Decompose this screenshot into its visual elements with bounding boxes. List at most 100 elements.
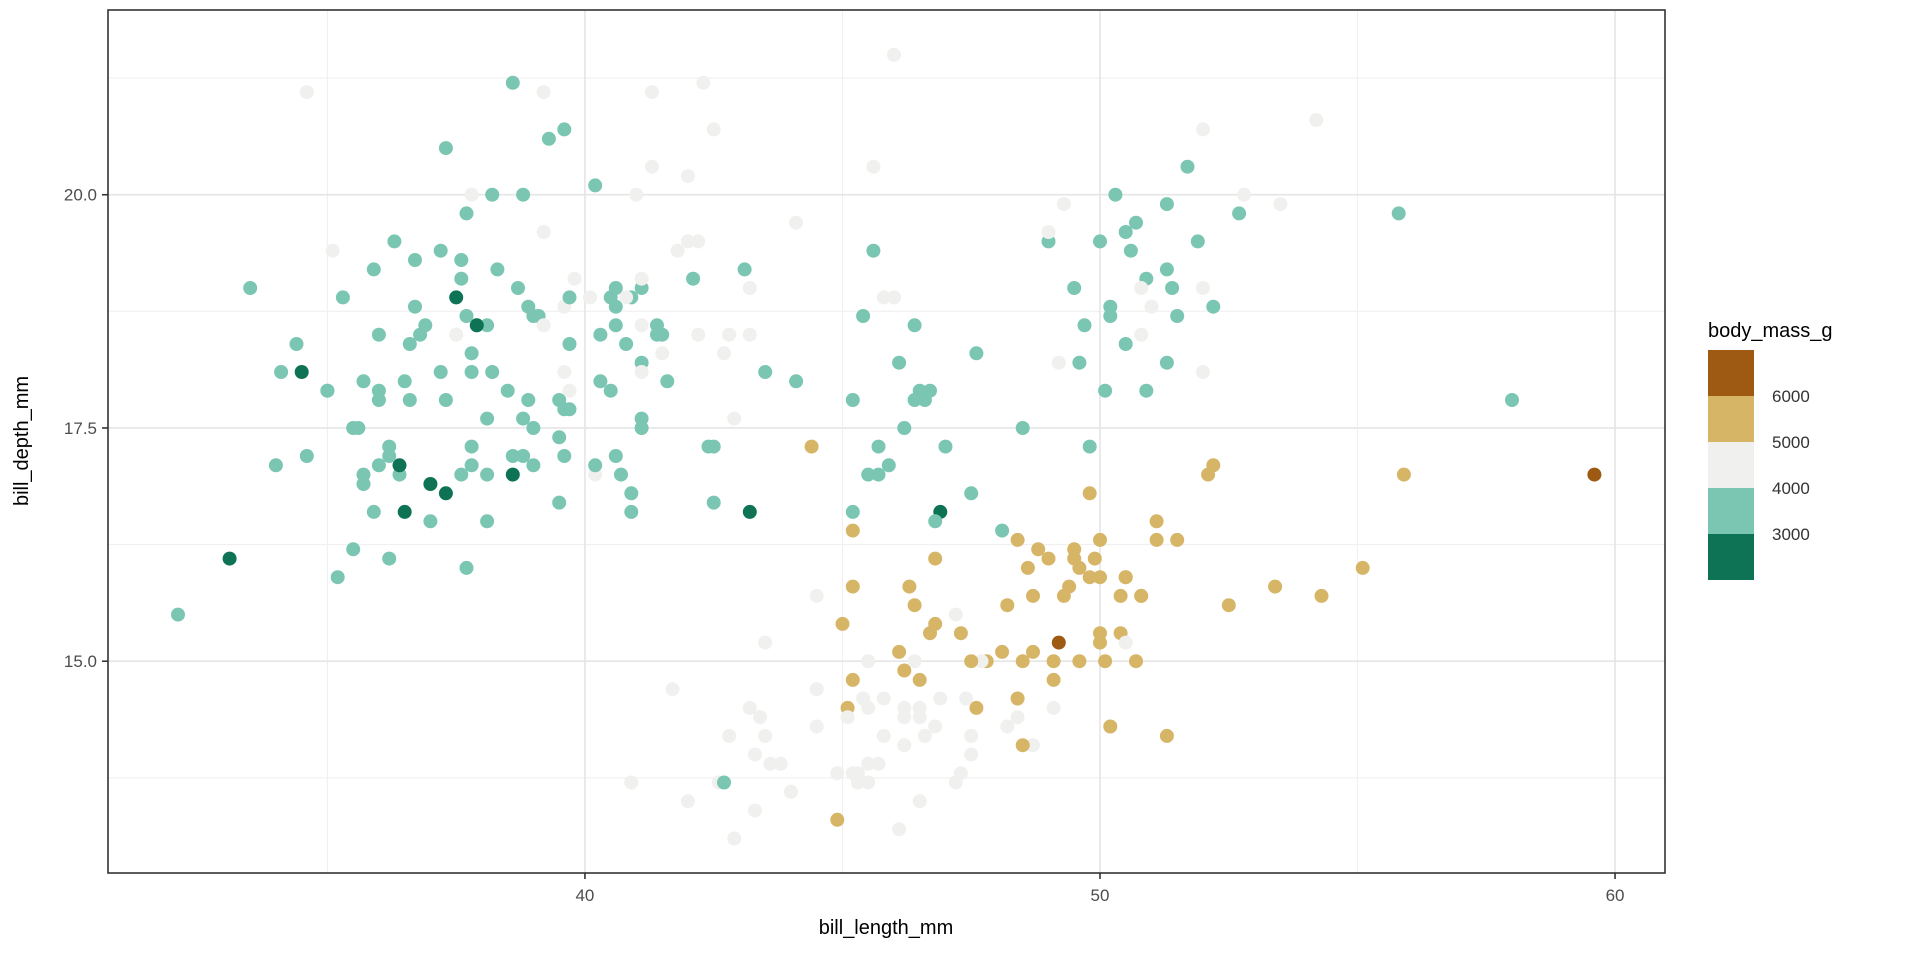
data-point [1067,551,1082,566]
legend-color-bar [1708,350,1754,580]
data-point [644,85,659,100]
data-point [408,299,422,314]
data-point [1093,570,1107,585]
data-point [464,458,479,473]
data-point [1159,728,1174,743]
data-point [1139,383,1154,398]
data-point [691,234,706,249]
data-point [294,365,309,379]
data-point [1062,579,1077,594]
data-point [325,243,340,258]
legend-swatch [1708,442,1754,488]
data-point [861,756,876,771]
data-point [897,663,912,678]
data-point [1082,439,1097,454]
data-point [371,458,386,473]
data-point [1180,159,1195,174]
data-point [717,346,731,361]
data-point [588,458,603,473]
data-point [1159,355,1174,370]
data-point [469,318,484,333]
data-point [758,635,773,650]
data-point [1108,187,1123,202]
y-tick-label: 17.5 [64,419,97,438]
data-point [1237,187,1252,202]
legend-break-label: 4000 [1772,479,1810,498]
data-point [536,318,551,333]
data-point [722,728,737,743]
data-point [789,374,804,389]
data-point [619,337,634,351]
data-point [454,467,469,482]
data-point [897,710,912,725]
data-point [511,281,525,295]
data-points-layer [171,47,1602,846]
data-point [747,803,762,818]
data-point [758,365,773,379]
data-point [1309,113,1324,128]
data-point [1015,421,1030,435]
data-point [289,337,304,351]
data-point [505,449,520,463]
data-point [1149,532,1164,547]
data-point [1041,551,1056,566]
data-point [907,598,922,613]
data-point [861,467,876,482]
data-point [536,225,551,239]
data-point [912,794,927,809]
data-point [526,458,541,473]
data-point [1206,299,1221,314]
data-point [557,365,572,379]
data-point [696,75,711,90]
data-point [876,728,891,743]
data-point [871,467,886,482]
data-point [567,271,582,286]
data-point [562,402,577,417]
data-point [1026,644,1040,659]
legend-break-labels: 6000 5000 4000 3000 [1772,387,1810,544]
data-point [423,514,438,529]
data-point [397,374,412,389]
data-point [830,812,845,827]
data-point [480,318,495,333]
data-point [536,85,551,100]
data-point [866,243,881,258]
data-point [1082,570,1097,585]
data-point [1134,588,1149,603]
data-point [773,756,788,771]
data-point [1093,234,1107,249]
data-point [222,551,237,566]
y-axis-ticks [102,193,108,663]
data-point [845,504,860,519]
data-point [1391,206,1406,221]
data-point [706,439,721,454]
data-point [887,47,901,62]
data-point [464,346,479,361]
data-point [1000,719,1015,734]
data-point [402,393,417,407]
x-axis: 40 50 60 bill_length_mm [575,873,1625,939]
data-point [438,141,453,156]
data-point [938,439,953,454]
data-point [907,393,922,407]
data-point [1046,672,1061,687]
data-point [892,644,907,659]
data-point [1221,598,1236,613]
data-point [861,700,876,715]
data-point [1129,215,1143,230]
legend-break-label: 5000 [1772,433,1810,452]
legend-swatch [1708,350,1754,396]
data-point [1587,467,1602,482]
data-point [1072,654,1087,669]
data-point [485,187,500,202]
data-point [433,365,448,379]
data-point [1196,365,1210,379]
data-point [382,551,397,566]
data-point [1098,383,1113,398]
data-point [856,309,871,323]
data-point [897,738,912,753]
data-point [485,365,500,379]
data-point [588,178,603,193]
data-point [1098,654,1113,669]
